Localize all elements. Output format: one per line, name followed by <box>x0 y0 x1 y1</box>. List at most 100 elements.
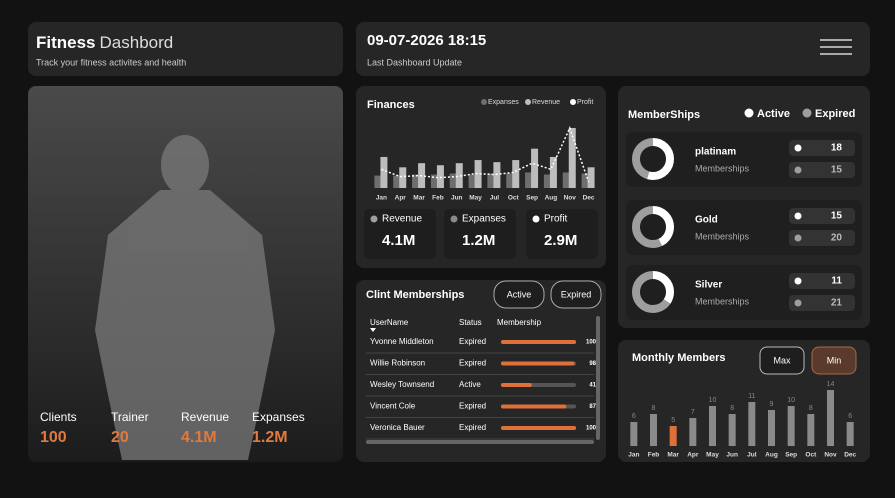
x-tick-label: Jun <box>451 195 463 202</box>
stat-value: 4.1M <box>181 429 217 446</box>
bar <box>543 174 551 188</box>
header-panel <box>28 22 343 76</box>
stat-label: Expanses <box>252 410 305 424</box>
x-tick-label: Sep <box>785 452 797 459</box>
kpi-card <box>526 209 598 259</box>
legend-label: Active <box>757 108 790 120</box>
filter-button[interactable] <box>759 346 805 375</box>
cell-name: Veronica Bauer <box>370 423 425 432</box>
kpi-value: 1.2M <box>462 232 495 249</box>
value-label: 8 <box>730 405 734 412</box>
x-tick-label: Oct <box>508 195 520 202</box>
bar <box>374 175 382 188</box>
bar <box>430 174 438 188</box>
stat-value: 20 <box>111 429 129 446</box>
filter-button-label: Max <box>773 355 791 365</box>
kpi-dot <box>532 215 540 223</box>
count-pill <box>789 140 855 156</box>
kpi-dot <box>450 215 458 223</box>
kpi-card <box>444 209 516 259</box>
count-value: 15 <box>831 211 843 222</box>
stat-label: Clients <box>40 410 77 424</box>
legend-dot <box>481 99 487 105</box>
bar <box>669 426 677 446</box>
bar <box>493 162 501 188</box>
bar <box>650 414 657 446</box>
value-label: 9 <box>770 401 774 408</box>
filter-button[interactable] <box>811 346 857 375</box>
bar <box>787 406 795 446</box>
menu-icon[interactable] <box>820 39 852 55</box>
filter-button[interactable] <box>550 280 602 309</box>
legend-dot <box>525 99 531 105</box>
profit-line <box>381 125 590 183</box>
x-tick-label: Dec <box>583 195 595 202</box>
membership-name: platinam <box>695 147 736 158</box>
kpi-label: Profit <box>544 214 568 225</box>
filter-button-label: Min <box>827 355 842 365</box>
bar <box>380 156 388 188</box>
x-tick-label: Apr <box>687 452 699 459</box>
legend-dot <box>802 108 812 118</box>
legend-dot <box>744 108 754 118</box>
cell-name: Vincent Cole <box>370 402 416 411</box>
cell-name: Wesley Townsend <box>370 380 434 389</box>
column-header: Membership <box>497 318 542 327</box>
scrollbar-v[interactable] <box>596 316 600 440</box>
bar <box>587 167 595 188</box>
chart-title: Monthly Members <box>632 352 726 364</box>
cell-status: Active <box>459 380 481 389</box>
bar <box>474 160 482 188</box>
kpi-label: Expanses <box>462 214 506 225</box>
membership-sub: Memberships <box>695 296 750 306</box>
cell-status: Expired <box>459 359 486 368</box>
count-pill <box>789 273 855 289</box>
bar <box>393 175 401 188</box>
kpi-value: 2.9M <box>544 232 577 249</box>
table-title: Clint Memberships <box>366 289 464 301</box>
donut-active <box>632 271 674 313</box>
count-dot <box>794 234 802 242</box>
membership-sub: Memberships <box>695 231 750 241</box>
bar <box>562 172 570 188</box>
count-pill <box>789 295 855 311</box>
scrollbar-h[interactable] <box>366 440 594 444</box>
count-dot <box>794 144 802 152</box>
column-header: UserName <box>370 318 409 327</box>
filter-button[interactable] <box>493 280 545 309</box>
chart-title: Finances <box>367 99 415 111</box>
count-pill <box>789 230 855 246</box>
bar <box>455 163 463 188</box>
count-dot <box>794 212 802 220</box>
bar <box>487 173 495 188</box>
cell-value: 98 <box>589 361 596 367</box>
chart-title: MemberShips <box>628 109 700 121</box>
x-tick-label: Nov <box>824 452 837 459</box>
cell-status: Expired <box>459 337 486 346</box>
value-label: 8 <box>652 405 656 412</box>
membership-sub: Memberships <box>695 163 750 173</box>
value-label: 6 <box>848 413 852 420</box>
legend-label: Expired <box>815 108 855 120</box>
kpi-dot <box>370 215 378 223</box>
count-dot <box>794 166 802 174</box>
athlete-silhouette <box>95 135 275 460</box>
donut-active <box>632 206 674 248</box>
count-pill <box>789 208 855 224</box>
value-label: 10 <box>709 397 717 404</box>
bar <box>512 160 520 188</box>
bar <box>568 128 576 188</box>
subtitle: Track your fitness activites and health <box>36 57 186 67</box>
x-tick-label: Jul <box>747 452 757 459</box>
value-label: 10 <box>787 397 795 404</box>
legend-label: Expanses <box>488 99 519 106</box>
count-value: 21 <box>831 298 843 309</box>
filter-button-label: Expired <box>561 289 592 299</box>
monthly-panel <box>618 340 870 462</box>
value-label: 11 <box>748 393 755 400</box>
bar <box>449 173 457 188</box>
x-tick-label: Mar <box>667 452 679 459</box>
cell-status: Expired <box>459 402 486 411</box>
stat-label: Revenue <box>181 410 229 424</box>
